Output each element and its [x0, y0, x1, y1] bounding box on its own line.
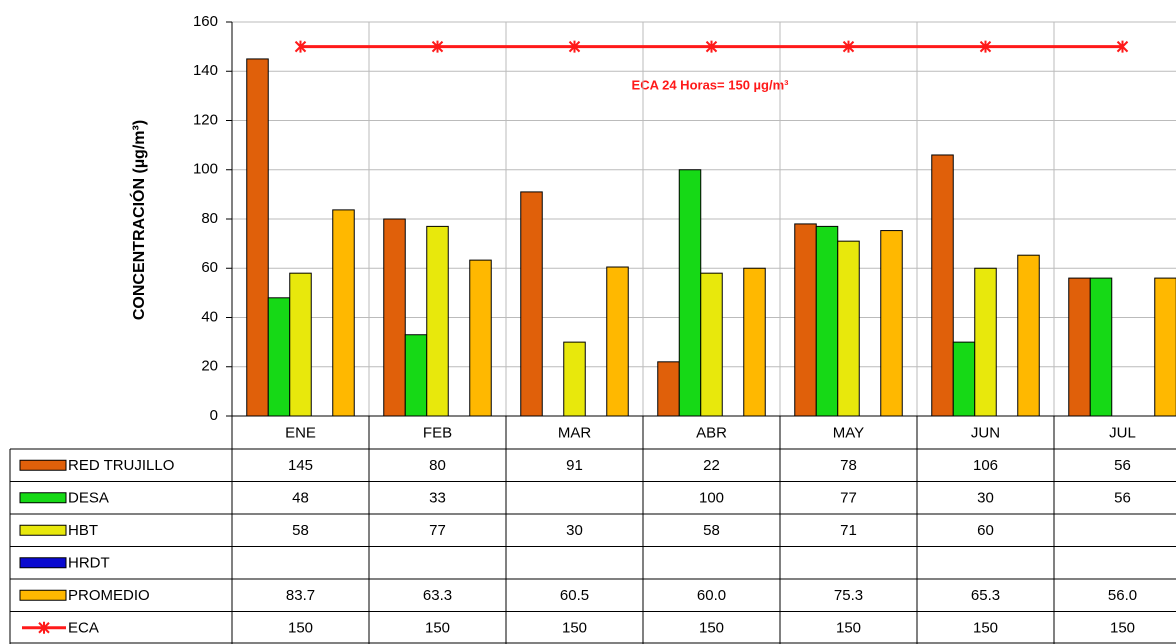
bar: [743, 267, 766, 417]
bar: [563, 341, 586, 417]
table-cell: 106: [973, 457, 998, 474]
table-cell: 33: [429, 490, 446, 507]
table-cell: 145: [288, 457, 313, 474]
legend-key: [19, 589, 67, 601]
bar: [404, 334, 428, 417]
bar: [383, 218, 406, 417]
annotation: ECA 24 Horas= 150 µg/m³: [632, 77, 790, 92]
x-tick-label: MAY: [833, 424, 864, 441]
legend-key: [19, 492, 67, 504]
table-cell: 48: [292, 490, 309, 507]
bar: [1154, 277, 1176, 417]
line-marker: [842, 40, 855, 53]
bar: [931, 154, 954, 417]
bar: [1089, 277, 1113, 417]
y-tick-label: 0: [210, 407, 218, 424]
legend-key: [19, 557, 67, 569]
y-tick-label: 40: [201, 308, 218, 325]
table-cell: 63.3: [423, 587, 452, 604]
line-marker: [568, 40, 581, 53]
legend-label: RED TRUJILLO: [68, 457, 174, 474]
table-cell: 150: [699, 620, 724, 637]
y-tick-label: 20: [201, 358, 218, 375]
legend-label: HBT: [68, 522, 98, 539]
table-cell: 150: [1110, 620, 1135, 637]
line-marker: [705, 40, 718, 53]
table-cell: 100: [699, 490, 724, 507]
line-marker: [38, 621, 50, 634]
table-cell: 150: [562, 620, 587, 637]
table-cell: 71: [840, 522, 857, 539]
x-tick-label: FEB: [423, 424, 452, 441]
table-cell: 60.0: [697, 587, 726, 604]
x-tick-label: JUL: [1109, 424, 1136, 441]
table-cell: 80: [429, 457, 446, 474]
y-axis-label: CONCENTRACIÓN (µg/m³): [129, 120, 148, 320]
legend-label: DESA: [68, 490, 109, 507]
bar: [267, 297, 291, 417]
table-cell: 83.7: [286, 587, 315, 604]
bar: [974, 267, 997, 417]
table-cell: 56.0: [1108, 587, 1137, 604]
bar: [1017, 254, 1040, 417]
line-marker: [431, 40, 444, 53]
y-tick-label: 100: [193, 161, 218, 178]
bar: [837, 240, 860, 417]
table-cell: 77: [429, 522, 446, 539]
y-tick-label: 60: [201, 259, 218, 276]
bar: [246, 58, 269, 417]
y-tick-label: 140: [193, 62, 218, 79]
legend-label: HRDT: [68, 555, 110, 572]
line-marker: [979, 40, 992, 53]
table-cell: 150: [425, 620, 450, 637]
bar: [606, 266, 629, 417]
y-tick-label: 120: [193, 111, 218, 128]
bar: [815, 225, 839, 417]
bar: [469, 259, 492, 417]
bar: [1068, 277, 1091, 417]
legend-label: PROMEDIO: [68, 587, 150, 604]
table-cell: 22: [703, 457, 720, 474]
table-cell: 150: [973, 620, 998, 637]
table-cell: 56: [1114, 457, 1131, 474]
legend-key: [19, 459, 67, 471]
bar: [952, 341, 976, 417]
table-cell: 75.3: [834, 587, 863, 604]
y-tick-label: 160: [193, 13, 218, 30]
bar: [426, 225, 449, 417]
line-marker: [1116, 40, 1129, 53]
x-tick-label: MAR: [558, 424, 592, 441]
bar: [332, 209, 355, 417]
y-tick-label: 80: [201, 210, 218, 227]
table-cell: 77: [840, 490, 857, 507]
table-cell: 78: [840, 457, 857, 474]
bar: [289, 272, 312, 417]
bar: [678, 169, 702, 417]
table-cell: 91: [566, 457, 583, 474]
bar: [794, 223, 817, 417]
bar: [700, 272, 723, 417]
x-tick-label: JUN: [971, 424, 1000, 441]
table-cell: 60: [977, 522, 994, 539]
legend-key: [19, 524, 67, 536]
bar: [657, 361, 680, 417]
table-cell: 150: [288, 620, 313, 637]
x-tick-label: ABR: [696, 424, 727, 441]
bar: [880, 230, 903, 417]
table-cell: 65.3: [971, 587, 1000, 604]
table-cell: 30: [977, 490, 994, 507]
table-cell: 60.5: [560, 587, 589, 604]
table-cell: 58: [703, 522, 720, 539]
table-cell: 150: [836, 620, 861, 637]
table-cell: 30: [566, 522, 583, 539]
table-cell: 58: [292, 522, 309, 539]
line-marker: [294, 40, 307, 53]
table-cell: 56: [1114, 490, 1131, 507]
x-tick-label: ENE: [285, 424, 316, 441]
bar: [520, 191, 543, 417]
legend-label: ECA: [68, 620, 99, 637]
